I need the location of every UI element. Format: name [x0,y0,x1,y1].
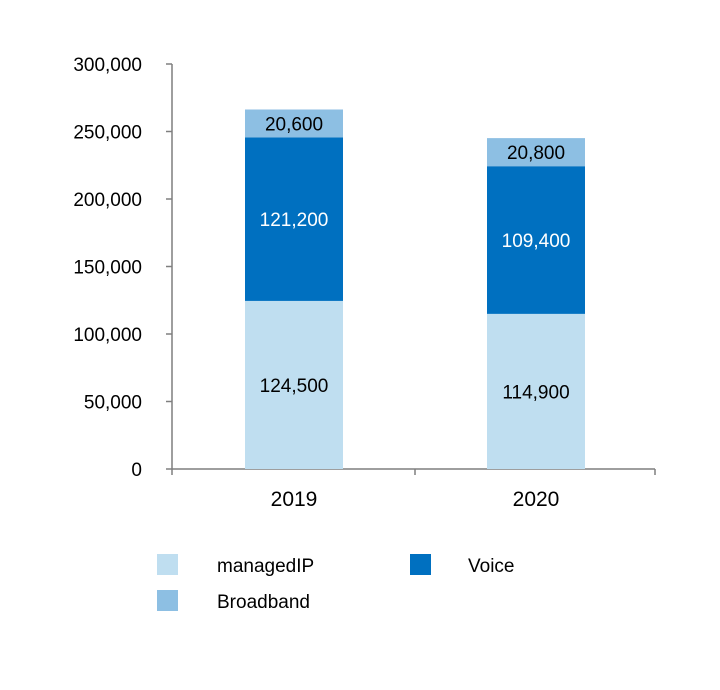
bar-segment-managedip [245,300,343,469]
y-tick-label: 0 [131,460,142,481]
x-tick-label: 2019 [271,488,318,511]
y-tick-label: 200,000 [73,190,142,211]
data-label: 121,200 [260,210,329,231]
data-labels: 124,500 121,200 20,600 114,900 109,400 20,800 [260,114,571,403]
data-label: 20,600 [265,114,323,135]
y-tick-label: 150,000 [73,258,142,279]
legend-item-voice: Voice [410,554,514,577]
legend-swatch [157,590,178,611]
legend-label: Voice [468,556,514,577]
bar-segment-managedip [487,313,585,469]
y-tick-label: 250,000 [73,123,142,144]
data-label: 114,900 [502,382,569,403]
bars [245,109,585,469]
y-tick-label: 100,000 [73,325,142,346]
legend-label: managedIP [217,556,314,577]
legend-item-managedip: managedIP [157,554,314,577]
legend: managedIP Voice Broadband [157,554,514,613]
bar-segment-broadband [487,138,585,167]
y-tick-label: 300,000 [73,55,142,76]
data-label: 124,500 [260,376,329,397]
data-label: 109,400 [502,231,571,252]
legend-label: Broadband [217,592,310,613]
axes: 0 50,000 100,000 150,000 200,000 250,000 300,0… [73,55,656,511]
y-tick-label: 50,000 [84,393,142,414]
legend-item-broadband: Broadband [157,590,310,613]
legend-swatch [410,554,431,575]
bar-segment-broadband [245,109,343,138]
bar-segment-voice [245,137,343,301]
legend-swatch [157,554,178,575]
data-label: 20,800 [507,143,565,164]
bar-segment-voice [487,166,585,314]
x-tick-label: 2020 [513,488,560,511]
